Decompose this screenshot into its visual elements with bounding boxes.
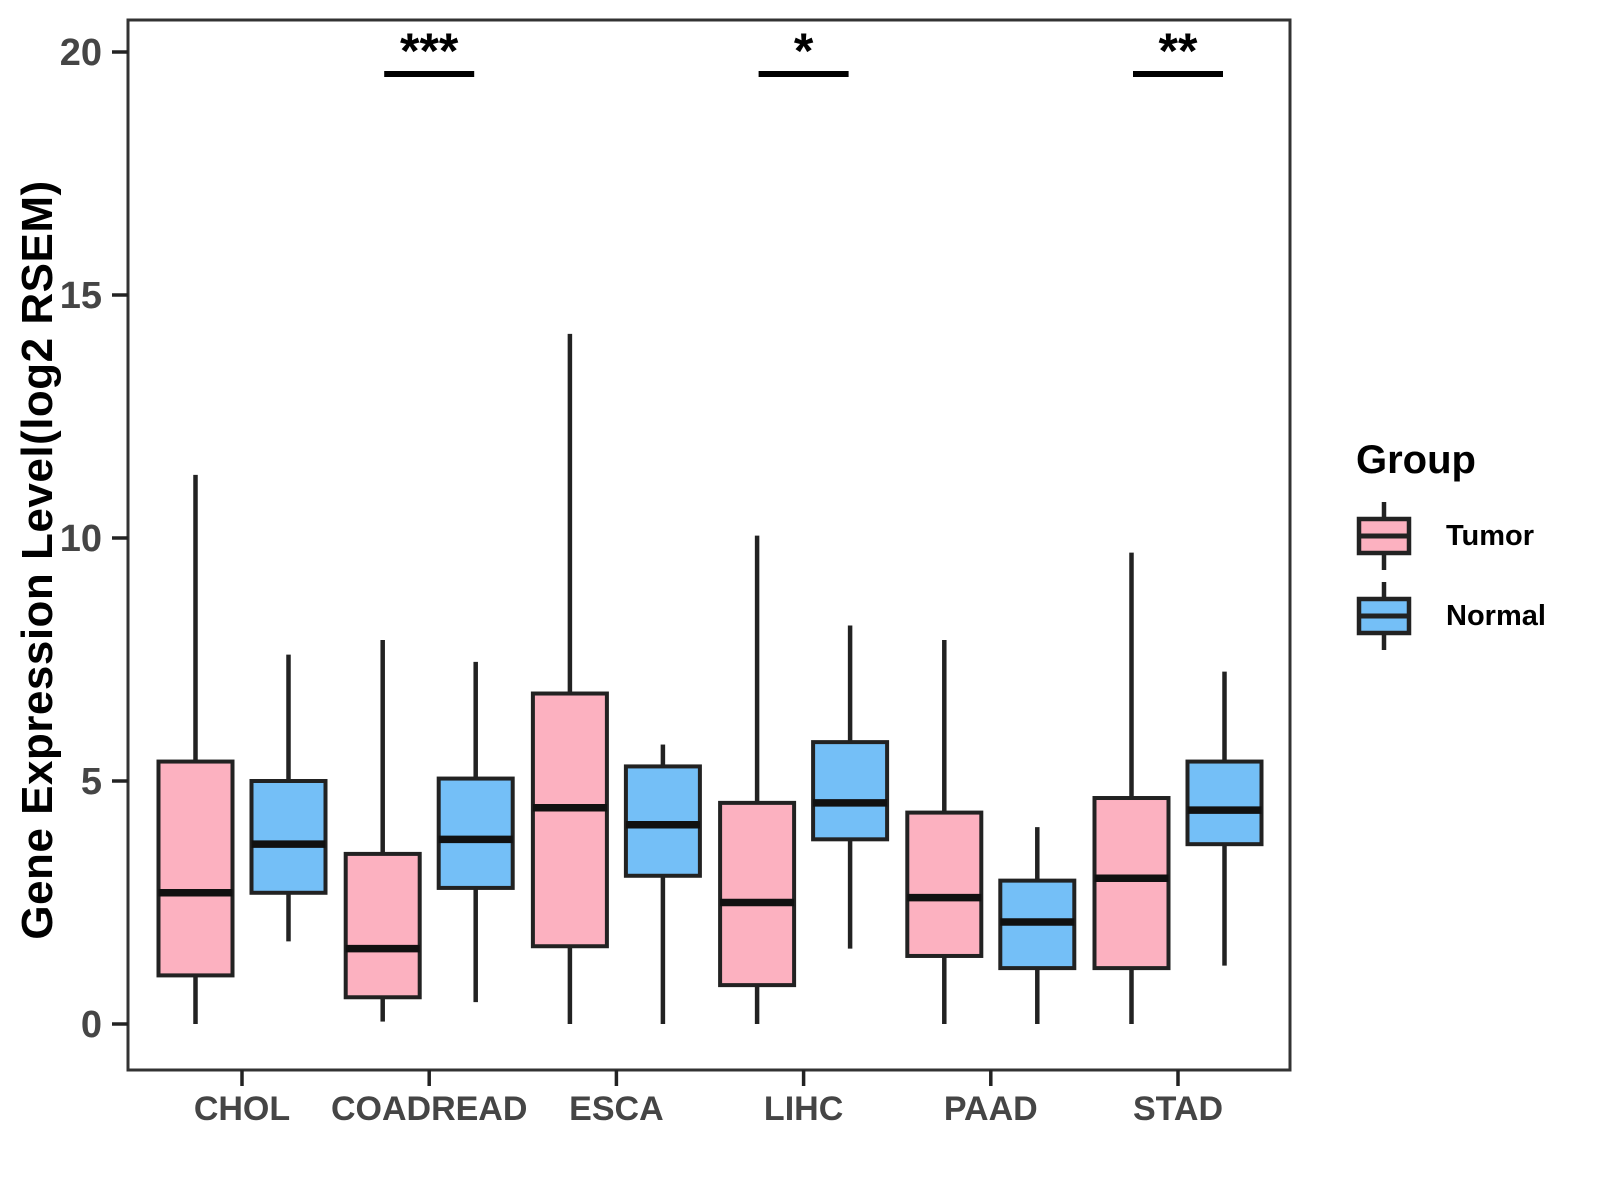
y-tick-label: 0 [81,1004,102,1046]
box-normal-lihc [811,740,890,842]
y-tick-label: 20 [60,32,102,74]
box-normal-stad [1185,759,1264,847]
significance-stars-stad: ** [1159,23,1198,79]
x-tick-label-paad: PAAD [944,1090,1038,1128]
legend-title: Group [1356,438,1476,482]
box-tumor-stad [1092,796,1171,971]
legend-entry-normal: Normal [1352,577,1546,655]
box-tumor-chol [156,759,235,978]
panel-border [126,18,1292,1072]
x-tick-label-chol: CHOL [194,1090,290,1128]
box-tumor-esca [530,691,609,949]
box-tumor-lihc [718,800,797,988]
x-tick-label-esca: ESCA [569,1090,663,1128]
y-tick-label: 5 [81,761,102,803]
x-tick-label-coadread: COADREAD [331,1090,527,1128]
box-tumor-paad [905,810,984,958]
legend: Group Tumor Normal [1352,438,1546,657]
legend-entry-tumor: Tumor [1352,497,1546,575]
x-tick-label-lihc: LIHC [764,1090,843,1128]
y-tick-label: 15 [60,275,102,317]
y-axis-title: Gene Expression Level(log2 RSEM) [13,180,62,940]
significance-stars-lihc: * [794,23,814,79]
legend-label-normal: Normal [1446,599,1546,632]
box-normal-chol [249,779,328,895]
tumor-boxplot-key-icon [1356,502,1412,570]
x-tick-label-stad: STAD [1133,1090,1223,1128]
legend-label-tumor: Tumor [1446,519,1535,552]
significance-stars-coadread: *** [400,23,459,79]
normal-boxplot-key-icon [1356,582,1412,650]
box-normal-coadread [436,776,515,890]
y-tick-label: 10 [60,518,102,560]
box-tumor-coadread [343,851,422,1000]
